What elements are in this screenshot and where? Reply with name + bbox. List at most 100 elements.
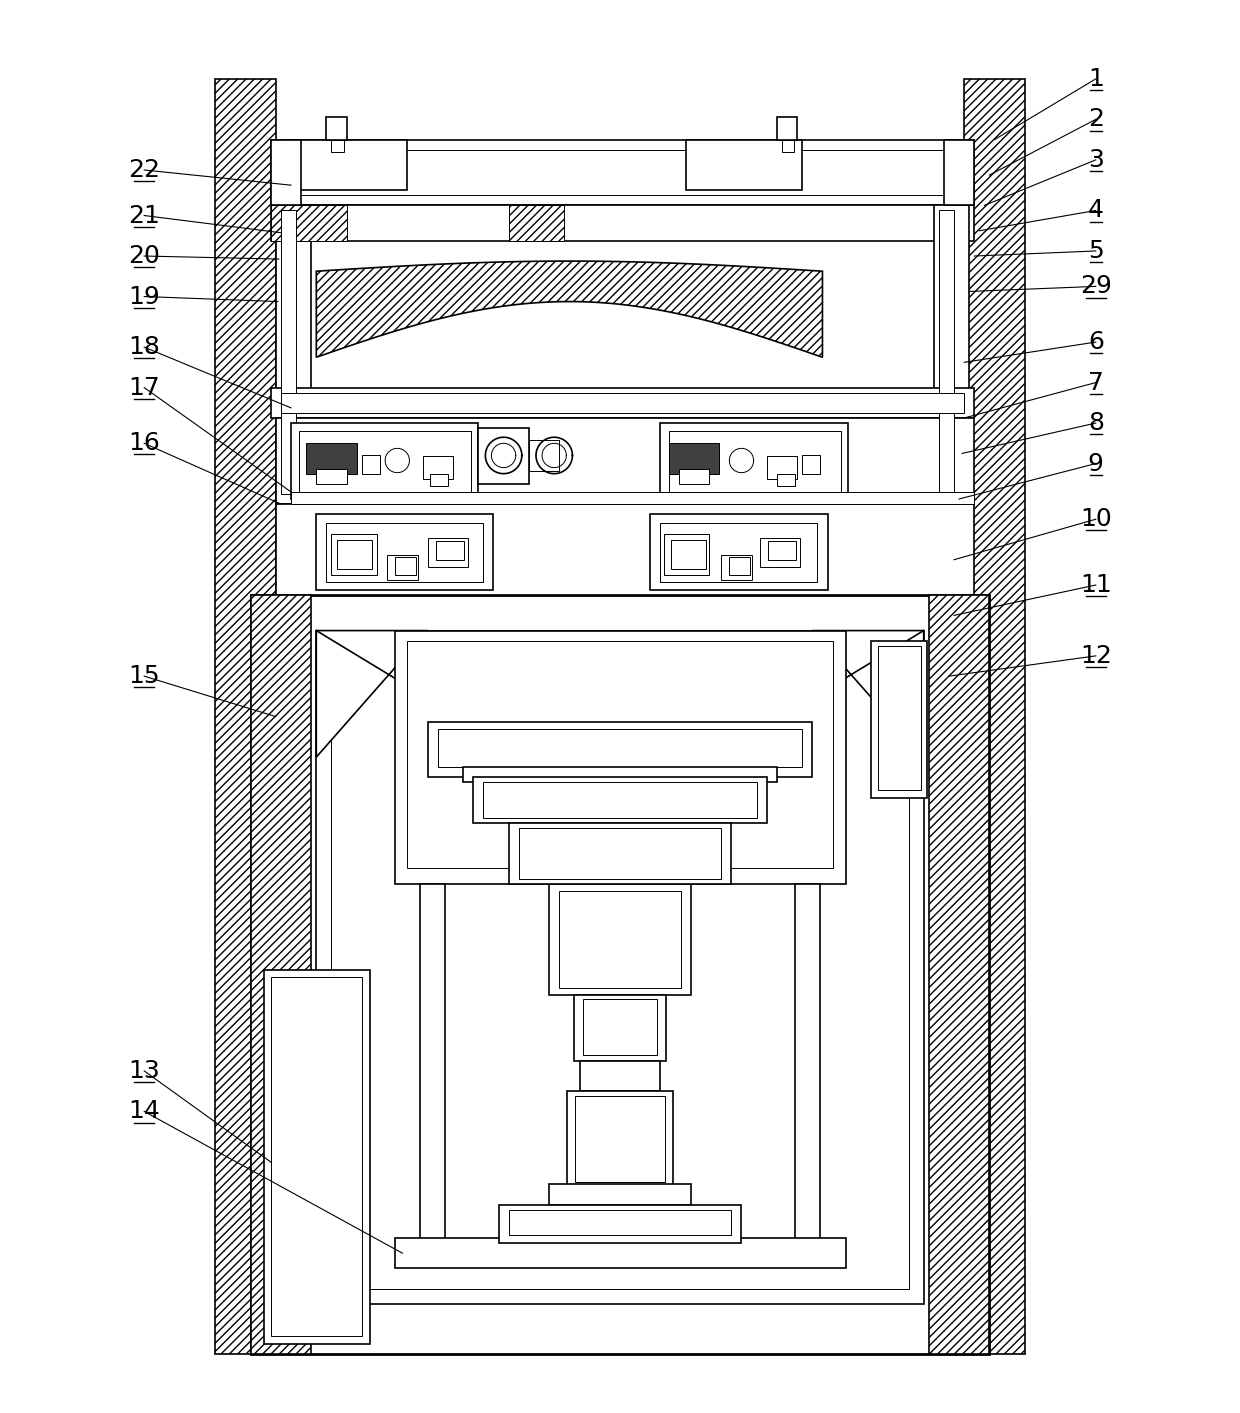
Text: 11: 11	[1080, 574, 1111, 598]
Bar	[430, 473, 448, 486]
Bar	[435, 541, 464, 560]
Bar	[965, 79, 1025, 1355]
Bar	[661, 422, 848, 499]
Bar	[281, 211, 296, 495]
Bar	[668, 431, 841, 492]
Bar	[668, 444, 719, 473]
Text: 17: 17	[129, 376, 160, 400]
Bar	[518, 828, 722, 879]
Text: 29: 29	[1080, 274, 1112, 298]
Polygon shape	[316, 630, 428, 757]
Bar	[331, 140, 343, 151]
Polygon shape	[812, 630, 924, 757]
Bar	[428, 722, 812, 777]
Bar	[671, 541, 706, 569]
Bar	[729, 557, 749, 575]
Bar	[299, 431, 471, 492]
Bar	[678, 469, 709, 483]
Bar	[549, 883, 691, 995]
Bar	[686, 140, 802, 191]
Bar	[336, 541, 372, 569]
Text: 18: 18	[128, 335, 160, 359]
Bar	[291, 422, 479, 499]
Bar	[463, 767, 777, 783]
Text: 2: 2	[1087, 107, 1104, 131]
Bar	[270, 387, 975, 418]
Text: 21: 21	[128, 203, 160, 227]
Bar	[944, 140, 975, 205]
Text: 7: 7	[1087, 370, 1104, 394]
Bar	[777, 473, 795, 486]
Bar	[777, 117, 797, 140]
Polygon shape	[316, 261, 822, 357]
Text: 14: 14	[128, 1099, 160, 1123]
Bar	[760, 538, 800, 567]
Text: 5: 5	[1087, 239, 1104, 263]
Bar	[663, 534, 709, 575]
Text: 4: 4	[1087, 198, 1104, 222]
Text: 16: 16	[128, 431, 160, 455]
Bar	[306, 444, 357, 473]
Text: 1: 1	[1087, 66, 1104, 90]
Bar	[408, 640, 832, 869]
Bar	[474, 777, 766, 822]
Bar	[316, 630, 924, 1304]
Bar	[508, 822, 732, 883]
Text: 13: 13	[129, 1058, 160, 1082]
Bar	[498, 1204, 742, 1243]
Bar	[275, 504, 975, 595]
Bar	[529, 441, 559, 471]
Bar	[419, 883, 445, 1243]
Bar	[766, 456, 797, 479]
Bar	[396, 557, 415, 575]
Bar	[508, 1210, 732, 1235]
Bar	[428, 538, 469, 567]
Bar	[291, 140, 408, 191]
Text: 3: 3	[1087, 148, 1104, 172]
Bar	[795, 883, 821, 1243]
Bar	[331, 534, 377, 575]
Text: 9: 9	[1087, 452, 1104, 476]
Bar	[326, 117, 347, 140]
Bar	[802, 455, 821, 473]
Text: 15: 15	[129, 664, 160, 688]
Bar	[270, 205, 347, 240]
Bar	[331, 640, 909, 1289]
Bar	[574, 995, 666, 1061]
Bar	[929, 595, 990, 1355]
Bar	[316, 514, 494, 591]
Bar	[270, 205, 975, 240]
Bar	[549, 1184, 691, 1204]
Text: 12: 12	[1080, 644, 1112, 668]
Bar	[438, 729, 802, 767]
Bar	[250, 595, 311, 1355]
Bar	[270, 140, 975, 205]
Text: 19: 19	[129, 284, 160, 308]
Bar	[583, 999, 657, 1054]
Bar	[768, 541, 796, 560]
Bar	[878, 646, 920, 790]
Bar	[326, 523, 484, 582]
Bar	[281, 393, 965, 413]
Bar	[939, 211, 954, 495]
Bar	[270, 140, 301, 205]
Bar	[484, 783, 756, 818]
Bar	[316, 469, 347, 483]
Bar	[270, 976, 362, 1337]
Bar	[508, 205, 564, 240]
Bar	[396, 1238, 846, 1269]
Bar	[722, 555, 751, 579]
Bar	[650, 514, 827, 591]
Text: 22: 22	[128, 158, 160, 182]
Bar	[568, 1091, 672, 1187]
Bar	[264, 969, 370, 1344]
Bar	[281, 150, 965, 195]
Text: 10: 10	[1080, 507, 1111, 531]
Bar	[661, 523, 817, 582]
Bar	[479, 428, 529, 483]
Bar	[215, 79, 275, 1355]
Bar	[782, 140, 794, 151]
Text: 20: 20	[128, 244, 160, 268]
Bar	[870, 640, 926, 797]
Text: 8: 8	[1087, 411, 1104, 435]
